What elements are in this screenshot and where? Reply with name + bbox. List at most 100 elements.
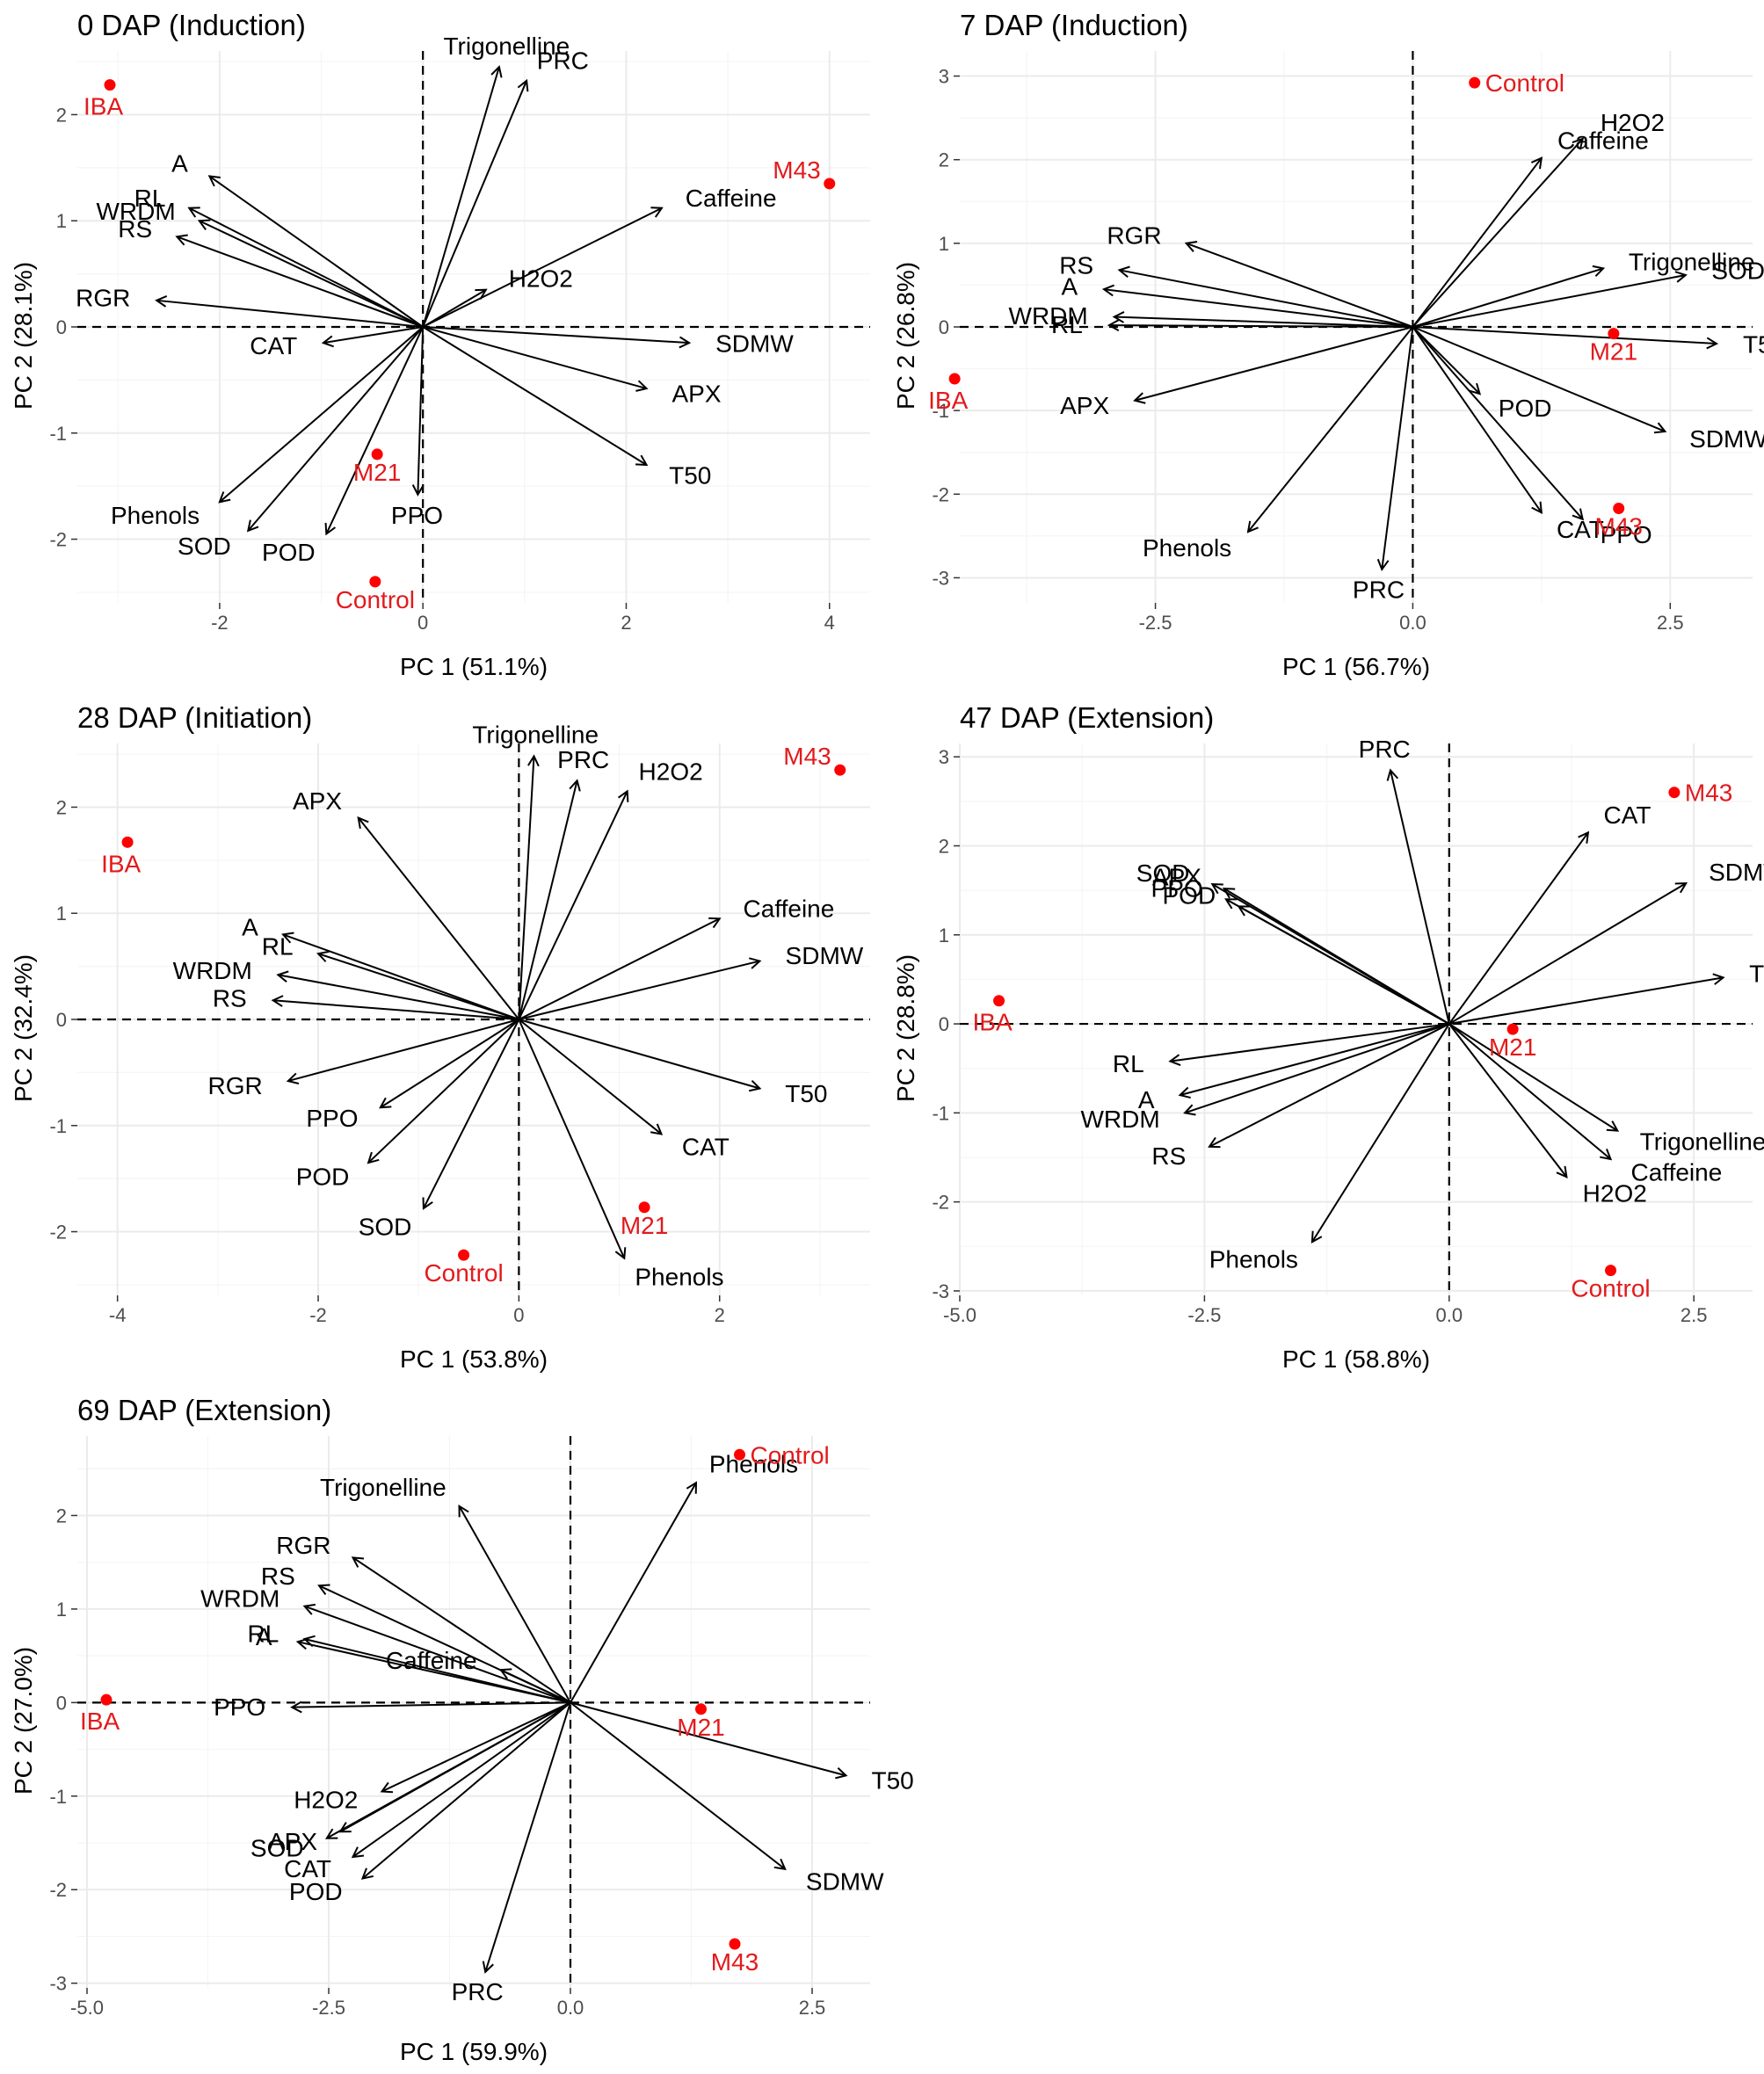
loading-vector-t50: [1448, 977, 1724, 1026]
loading-label: PPO: [1151, 875, 1203, 903]
panel-28-dap: 28 DAP (Initiation) -4 -2 0 2 -2 -1 0 1 2 Trigone…: [10, 701, 870, 1373]
x-tick-label: -2: [211, 612, 229, 634]
panel-title: 69 DAP (Extension): [77, 1394, 331, 1426]
x-tick-label: 4: [824, 612, 835, 634]
loading-label: Trigonelline: [472, 722, 599, 749]
y-tick-label: -2: [932, 483, 949, 505]
loading-label: RL: [262, 933, 294, 961]
y-tick-label: -3: [932, 1280, 949, 1302]
loading-label: PRC: [1359, 736, 1411, 763]
loading-label: SOD: [178, 533, 231, 560]
sample-point-control: [369, 576, 381, 588]
loading-vector-rs: [1120, 270, 1413, 328]
y-tick-label: 0: [939, 316, 949, 338]
loading-label: SDMW: [1709, 859, 1764, 886]
loading-label: Phenols: [709, 1450, 798, 1477]
panel-title: 0 DAP (Induction): [77, 9, 306, 41]
y-axis-label: PC 2 (27.0%): [10, 1647, 37, 1795]
sample-label: Control: [336, 586, 415, 613]
loading-label: RS: [1151, 1142, 1186, 1170]
x-tick-label: -2.5: [312, 1997, 345, 2019]
loading-vector-sod: [424, 1019, 520, 1208]
x-axis-label: PC 1 (59.9%): [400, 2038, 548, 2065]
loading-label: CAT: [682, 1133, 730, 1160]
loading-label: RL: [1051, 311, 1083, 338]
loading-vector-caffeine: [1412, 158, 1541, 328]
y-tick-label: -2: [49, 1222, 67, 1244]
loading-vector-apx: [1135, 326, 1413, 401]
sample-point-control: [458, 1249, 470, 1261]
loading-label: Caffeine: [1557, 127, 1649, 155]
loading-label: RS: [261, 1563, 295, 1590]
sample-point-iba: [948, 373, 961, 385]
loading-label: RL: [134, 185, 166, 212]
loading-vector-wrdm: [1114, 317, 1413, 328]
loading-vector-apx: [340, 1701, 571, 1831]
loading-vector-t50: [1412, 326, 1717, 344]
loading-vector-a: [283, 934, 519, 1020]
loading-vector-wrdm: [1185, 1023, 1450, 1113]
loading-label: APX: [268, 1828, 317, 1855]
loading-label: RS: [1059, 252, 1093, 279]
grid: [77, 1436, 870, 1988]
sample-point-m21: [1608, 328, 1620, 340]
sample-point-m21: [1506, 1023, 1519, 1035]
loading-vector-caffeine: [518, 918, 719, 1020]
loading-label: APX: [672, 380, 722, 407]
y-tick-label: 1: [56, 1599, 67, 1621]
loading-vector-rl: [318, 954, 519, 1020]
loading-vector-t50: [570, 1701, 846, 1775]
loading-vector-a: [209, 177, 424, 328]
sample-point-m43: [824, 178, 836, 190]
loading-label: SOD: [1136, 859, 1190, 887]
loading-label: Phenols: [1143, 534, 1231, 562]
sample-label: Control: [1571, 1275, 1650, 1302]
sample-point-iba: [993, 995, 1005, 1007]
loading-label: RGR: [276, 1532, 330, 1559]
loading-vector-prc: [1382, 326, 1414, 569]
x-tick-label: -2.5: [1187, 1304, 1221, 1326]
sample-label: Control: [424, 1259, 503, 1287]
loading-vector-rgr: [156, 301, 424, 328]
x-tick-label: 2.5: [799, 1997, 826, 2019]
y-tick-label: -2: [49, 1879, 67, 1901]
loading-vector-wrdm: [305, 1606, 571, 1704]
loading-label: WRDM: [96, 198, 175, 225]
loading-vector-rgr: [353, 1557, 571, 1704]
loading-label: POD: [1162, 882, 1216, 910]
loading-vector-a: [1104, 289, 1413, 328]
loading-label: CAT: [284, 1855, 331, 1882]
sample-label: M43: [711, 1948, 759, 1976]
x-tick-label: 0: [513, 1304, 524, 1326]
loading-label: H2O2: [639, 758, 703, 786]
y-tick-label: 3: [939, 746, 949, 768]
loading-vector-h2o2: [518, 791, 627, 1020]
y-tick-label: -3: [49, 1973, 67, 1995]
x-axis-label: PC 1 (51.1%): [400, 653, 548, 680]
loading-label: H2O2: [1583, 1179, 1647, 1207]
x-axis-label: PC 1 (56.7%): [1282, 653, 1430, 680]
loading-vector-rl: [189, 208, 424, 328]
x-tick-label: 2.5: [1681, 1304, 1708, 1326]
loading-label: RL: [248, 1620, 279, 1647]
loading-vector-cat: [518, 1019, 661, 1134]
loading-label: PRC: [1353, 577, 1405, 604]
sample-point-m43: [1668, 787, 1681, 799]
sample-label: M21: [353, 459, 401, 486]
loading-vector-sdmw: [1448, 883, 1686, 1025]
loading-vector-rgr: [288, 1019, 519, 1081]
y-axis-label: PC 2 (26.8%): [892, 262, 919, 410]
y-tick-label: 1: [939, 925, 949, 946]
loading-label: WRDM: [173, 957, 252, 984]
y-axis-label: PC 2 (32.4%): [10, 954, 37, 1102]
loading-vector-phenols: [570, 1483, 696, 1703]
loading-label: SDMW: [1689, 425, 1764, 453]
loading-label: WRDM: [200, 1585, 279, 1613]
loading-vector-wrdm: [278, 975, 519, 1020]
loading-vector-apx: [359, 818, 520, 1020]
loading-vector-t50: [422, 326, 646, 465]
loading-label: WRDM: [1080, 1106, 1159, 1133]
loading-label: PPO: [214, 1693, 265, 1721]
